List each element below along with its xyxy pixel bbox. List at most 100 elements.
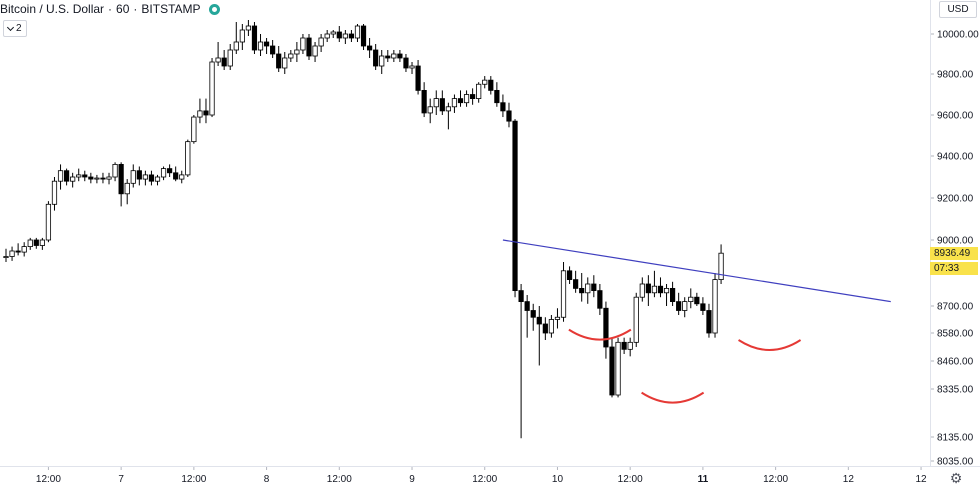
- candle[interactable]: [524, 295, 530, 338]
- candle[interactable]: [397, 50, 403, 62]
- candle[interactable]: [179, 170, 185, 184]
- candle[interactable]: [324, 30, 330, 42]
- candle[interactable]: [482, 76, 488, 89]
- candle[interactable]: [94, 174, 100, 184]
- candle[interactable]: [306, 34, 312, 60]
- candle[interactable]: [70, 172, 76, 188]
- candle[interactable]: [627, 337, 633, 357]
- candle[interactable]: [294, 42, 300, 62]
- candle[interactable]: [639, 277, 645, 302]
- interval-label[interactable]: 60: [116, 2, 130, 16]
- candle[interactable]: [300, 34, 306, 54]
- candle[interactable]: [379, 50, 385, 74]
- candle[interactable]: [336, 26, 342, 42]
- candle[interactable]: [330, 30, 336, 38]
- candle[interactable]: [403, 54, 409, 72]
- candle[interactable]: [191, 115, 197, 144]
- candle[interactable]: [645, 275, 651, 306]
- candle[interactable]: [663, 284, 670, 306]
- candle[interactable]: [209, 58, 215, 118]
- candle[interactable]: [385, 50, 391, 62]
- candle[interactable]: [124, 179, 130, 205]
- candle[interactable]: [239, 24, 245, 50]
- candle[interactable]: [657, 277, 664, 298]
- candle[interactable]: [215, 42, 221, 66]
- candle[interactable]: [21, 242, 27, 257]
- candle[interactable]: [197, 98, 203, 124]
- candle[interactable]: [82, 170, 88, 182]
- candle[interactable]: [3, 248, 9, 262]
- candle[interactable]: [670, 281, 676, 306]
- candle[interactable]: [676, 292, 682, 315]
- indicator-collapse-button[interactable]: 2: [3, 20, 27, 37]
- candle[interactable]: [609, 337, 615, 398]
- candle[interactable]: [506, 102, 512, 128]
- candle[interactable]: [688, 288, 694, 309]
- candle[interactable]: [185, 139, 191, 177]
- candle[interactable]: [621, 337, 627, 354]
- candle[interactable]: [427, 98, 433, 124]
- candle[interactable]: [227, 44, 233, 70]
- candle[interactable]: [706, 303, 712, 338]
- candle[interactable]: [203, 98, 209, 124]
- candle[interactable]: [148, 170, 155, 186]
- candle[interactable]: [603, 301, 609, 359]
- candle[interactable]: [45, 201, 52, 243]
- candle[interactable]: [142, 170, 148, 186]
- arc-annotation[interactable]: [641, 391, 705, 404]
- candle[interactable]: [560, 262, 567, 322]
- candle[interactable]: [433, 90, 439, 115]
- candle[interactable]: [463, 90, 470, 107]
- candle[interactable]: [409, 62, 415, 74]
- candle[interactable]: [15, 243, 21, 256]
- candle[interactable]: [470, 88, 476, 105]
- candle[interactable]: [64, 168, 70, 186]
- candle[interactable]: [233, 22, 239, 54]
- candle[interactable]: [51, 177, 58, 211]
- candle[interactable]: [360, 24, 367, 50]
- candle[interactable]: [88, 172, 94, 184]
- candle[interactable]: [585, 277, 591, 304]
- candle[interactable]: [700, 297, 706, 315]
- currency-badge[interactable]: USD: [939, 1, 977, 18]
- candle[interactable]: [579, 273, 585, 302]
- candle[interactable]: [106, 172, 112, 185]
- candle[interactable]: [245, 20, 251, 36]
- candle[interactable]: [457, 90, 464, 107]
- candle[interactable]: [694, 292, 700, 306]
- candle[interactable]: [312, 42, 318, 62]
- candle[interactable]: [9, 246, 15, 261]
- candle[interactable]: [476, 82, 482, 103]
- trendline[interactable]: [502, 239, 891, 303]
- candle[interactable]: [276, 46, 282, 72]
- arc-annotation[interactable]: [568, 328, 632, 341]
- candle[interactable]: [27, 237, 33, 250]
- candle[interactable]: [391, 50, 397, 62]
- symbol-name[interactable]: Bitcoin / U.S. Dollar: [0, 2, 105, 16]
- candle[interactable]: [682, 297, 688, 318]
- candle[interactable]: [342, 30, 348, 44]
- candle[interactable]: [318, 34, 324, 52]
- candle[interactable]: [282, 52, 288, 74]
- candle[interactable]: [451, 94, 458, 113]
- candle[interactable]: [373, 44, 379, 70]
- candle[interactable]: [518, 284, 524, 439]
- candle[interactable]: [57, 164, 64, 190]
- candle[interactable]: [270, 40, 276, 58]
- candle[interactable]: [130, 164, 136, 188]
- price-axis[interactable]: 10000.00 9800.00 9600.00 9400.00 9200.00 9000…: [931, 30, 979, 468]
- candle[interactable]: [718, 244, 724, 284]
- candle[interactable]: [257, 34, 264, 56]
- candle[interactable]: [366, 38, 373, 58]
- candle[interactable]: [251, 22, 258, 54]
- candle[interactable]: [160, 166, 167, 181]
- candle[interactable]: [173, 166, 179, 182]
- candle[interactable]: [100, 172, 106, 184]
- candle[interactable]: [542, 317, 548, 340]
- candle[interactable]: [633, 292, 639, 347]
- gear-icon[interactable]: ⚙: [949, 470, 963, 486]
- candle[interactable]: [494, 82, 500, 107]
- candle[interactable]: [33, 237, 39, 249]
- candle[interactable]: [554, 308, 561, 329]
